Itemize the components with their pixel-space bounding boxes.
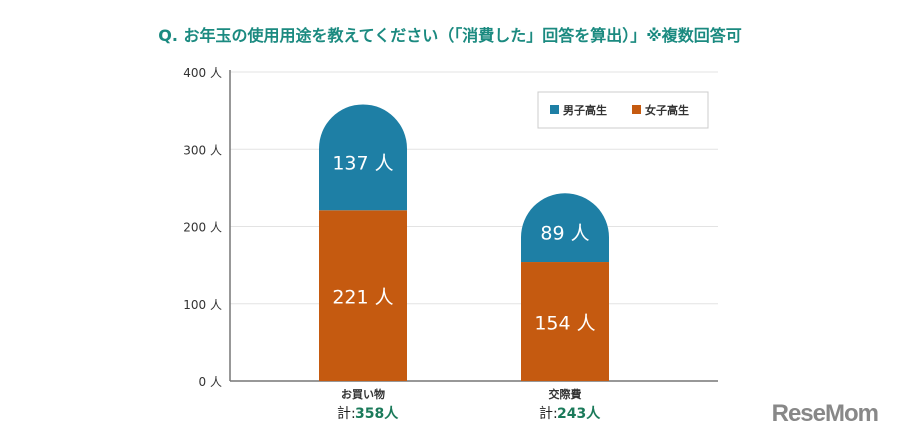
legend-swatch (632, 105, 641, 114)
bar-segment-男子高生 (319, 104, 407, 211)
resemom-logo: ReseMom (771, 400, 879, 427)
legend-box (537, 91, 709, 129)
total-prefix: 計: (539, 406, 558, 422)
bar-segment-女子高生 (319, 210, 407, 381)
legend-label: 女子高生 (645, 103, 689, 117)
y-tick-label: 0 人 (199, 375, 222, 389)
bar-segment-女子高生 (521, 262, 609, 381)
bar-segment-男子高生 (521, 193, 609, 263)
y-tick-label: 300 人 (183, 143, 222, 157)
y-tick-label: 200 人 (183, 221, 222, 235)
bar-value-label: 137 人 (332, 152, 393, 174)
y-tick-label: 400 人 (183, 66, 222, 80)
bar-value-label: 89 人 (540, 223, 589, 245)
total-value: 358人 (355, 405, 399, 422)
legend-label: 男子高生 (563, 103, 607, 117)
x-tick-label: お買い物 (341, 387, 385, 401)
y-tick-label: 100 人 (183, 298, 222, 312)
legend-swatch (550, 105, 559, 114)
bar-value-label: 221 人 (332, 287, 393, 309)
chart-title: Q. お年玉の使用用途を教えてください（「消費した」回答を算出）」※複数回答可 (158, 26, 742, 45)
total-prefix: 計: (337, 406, 356, 422)
total-value: 243人 (557, 405, 601, 422)
bar-value-label: 154 人 (534, 313, 595, 335)
x-tick-label: 交際費 (549, 387, 582, 401)
